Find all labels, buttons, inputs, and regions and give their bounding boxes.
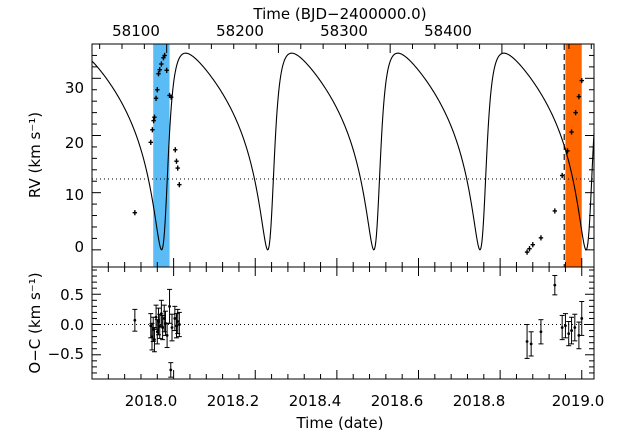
rv-point-28 xyxy=(576,94,582,100)
rv-point-0 xyxy=(132,210,138,216)
rv-point-15 xyxy=(173,147,178,153)
oc-point-17 xyxy=(172,305,178,332)
x-tick-label-2018.6: 2018.6 xyxy=(371,392,424,410)
bottom-y-axis-label: O−C (km s⁻¹) xyxy=(26,272,44,373)
top-tick-label-58300: 58300 xyxy=(320,22,368,40)
bottom-residual-points xyxy=(132,274,585,378)
rv-point-26 xyxy=(569,129,574,135)
y-tick-label-20: 20 xyxy=(65,134,84,152)
oc-point-27 xyxy=(566,320,572,347)
oc-point-24 xyxy=(552,274,558,296)
x-tick-label-2018.8: 2018.8 xyxy=(453,392,506,410)
rv-point-8 xyxy=(157,67,162,73)
x-tick-label-2018.4: 2018.4 xyxy=(289,392,342,410)
oc-point-4 xyxy=(151,327,157,353)
oc-point-11 xyxy=(161,304,167,333)
rv-point-4 xyxy=(152,114,157,120)
oc-point-19 xyxy=(175,308,181,335)
y-tick-label-30: 30 xyxy=(65,79,84,97)
oc-point-29 xyxy=(572,313,578,342)
rv-point-19 xyxy=(524,249,530,255)
top-tick-label-58100: 58100 xyxy=(112,22,160,40)
rv-point-20 xyxy=(527,246,532,252)
rv-point-27 xyxy=(573,110,578,116)
x-tick-label-2018.0: 2018.0 xyxy=(125,392,178,410)
rv-point-5 xyxy=(153,95,159,101)
top-y-axis-label: RV (km s⁻¹) xyxy=(26,112,44,198)
axis-ticks xyxy=(91,44,594,379)
rv-point-14 xyxy=(168,94,174,100)
oc-tick-label-0.5: 0.5 xyxy=(60,286,84,304)
shaded-region-0 xyxy=(153,44,170,267)
oc-point-31 xyxy=(579,301,585,336)
y-tick-label-10: 10 xyxy=(65,186,84,204)
bottom-x-axis-label: Time (date) xyxy=(295,414,383,432)
rv-point-25 xyxy=(565,148,570,154)
oc-tick-label-neg0.5: −0.5 xyxy=(48,345,84,363)
rv-point-24 xyxy=(559,172,565,179)
oc-point-20 xyxy=(176,311,182,338)
shaded-regions xyxy=(153,44,582,267)
rv-point-22 xyxy=(538,235,544,241)
oc-point-21 xyxy=(524,324,530,359)
oc-point-14 xyxy=(167,288,173,324)
rv-point-9 xyxy=(159,61,164,67)
rv-point-21 xyxy=(530,242,535,248)
rv-model-curve xyxy=(91,52,595,251)
rv-point-12 xyxy=(164,67,169,73)
rv-point-2 xyxy=(150,127,155,133)
top-tick-label-58200: 58200 xyxy=(216,22,264,40)
oc-point-25 xyxy=(559,314,565,341)
oc-point-22 xyxy=(528,331,534,357)
x-tick-label-2019.0: 2019.0 xyxy=(552,392,605,410)
rv-point-18 xyxy=(177,182,182,188)
rv-point-11 xyxy=(162,52,167,59)
rv-point-29 xyxy=(579,77,584,84)
rv-point-17 xyxy=(175,165,180,171)
rv-point-3 xyxy=(151,118,156,124)
oc-point-23 xyxy=(538,319,544,345)
oc-point-16 xyxy=(169,313,175,342)
oc-point-30 xyxy=(576,321,582,350)
rv-point-23 xyxy=(552,208,558,214)
rv-point-16 xyxy=(174,158,179,164)
oc-point-26 xyxy=(562,313,568,339)
y-tick-label-0: 0 xyxy=(74,238,84,256)
top-axis-label: Time (BJD−2400000.0) xyxy=(252,5,426,23)
oc-tick-label-0.0: 0.0 xyxy=(60,316,84,334)
rv-point-6 xyxy=(155,87,160,93)
oc-point-15 xyxy=(168,362,174,378)
top-tick-label-58400: 58400 xyxy=(424,22,472,40)
shaded-region-1 xyxy=(565,44,582,267)
bottom-panel-frame xyxy=(91,266,595,380)
oc-point-0 xyxy=(132,308,138,332)
rv-point-7 xyxy=(156,71,161,77)
x-tick-label-2018.2: 2018.2 xyxy=(207,392,260,410)
oc-point-28 xyxy=(569,316,575,345)
rv-point-1 xyxy=(148,139,153,145)
top-rv-points xyxy=(132,52,584,255)
